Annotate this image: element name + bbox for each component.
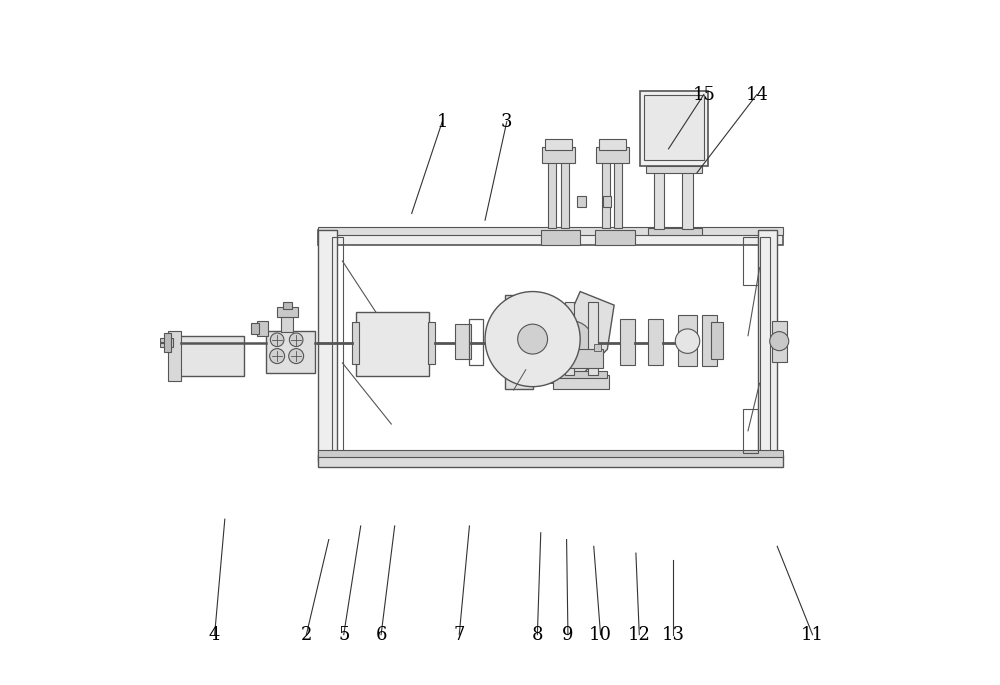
Circle shape (550, 321, 593, 364)
Bar (505, 295, 533, 388)
Bar (588, 301, 598, 375)
Bar (318, 455, 783, 467)
Bar (428, 322, 435, 364)
Text: 12: 12 (628, 625, 651, 644)
Bar (772, 321, 787, 362)
Bar (553, 375, 609, 388)
Bar (594, 344, 601, 351)
Bar (743, 237, 758, 285)
Bar (318, 230, 337, 462)
Text: 9: 9 (562, 625, 574, 644)
Bar (577, 197, 586, 208)
Circle shape (565, 336, 578, 349)
Bar (266, 331, 315, 373)
Bar (332, 237, 343, 458)
Circle shape (270, 349, 285, 364)
Bar (352, 322, 359, 364)
Bar (283, 301, 292, 308)
Bar (160, 338, 173, 347)
Bar (541, 230, 580, 245)
Bar (177, 336, 244, 377)
Bar (281, 315, 293, 332)
Text: 7: 7 (454, 625, 465, 644)
Bar (603, 197, 611, 208)
Text: 11: 11 (801, 625, 824, 644)
Bar (277, 307, 298, 316)
Bar (702, 315, 717, 366)
Bar (614, 160, 622, 228)
Bar (743, 409, 758, 453)
Bar (760, 237, 770, 458)
Bar (711, 322, 723, 360)
Bar (595, 230, 635, 245)
Bar (548, 160, 556, 228)
Bar (455, 324, 471, 360)
Text: 4: 4 (209, 625, 220, 644)
Bar (565, 301, 574, 375)
Text: 13: 13 (662, 625, 685, 644)
Bar (602, 160, 610, 228)
Bar (561, 160, 569, 228)
Bar (646, 166, 702, 173)
Bar (164, 333, 171, 352)
Polygon shape (539, 292, 614, 384)
Bar (318, 230, 783, 245)
Bar (648, 319, 663, 365)
Bar (542, 147, 575, 163)
Bar (640, 91, 708, 166)
Circle shape (675, 329, 700, 353)
Bar (469, 319, 483, 365)
Text: 5: 5 (338, 625, 349, 644)
Circle shape (289, 349, 304, 364)
Bar (596, 147, 629, 163)
Text: 15: 15 (692, 86, 715, 103)
Circle shape (270, 333, 284, 347)
Bar (758, 230, 777, 462)
Bar (251, 323, 259, 334)
Bar (678, 315, 697, 366)
Bar (318, 450, 783, 457)
Bar (599, 138, 626, 149)
Bar (648, 228, 702, 235)
Text: 10: 10 (589, 625, 612, 644)
Circle shape (485, 292, 580, 386)
Bar (257, 321, 268, 336)
Text: 1: 1 (436, 112, 448, 131)
Text: 3: 3 (501, 112, 513, 131)
Bar (620, 319, 635, 365)
Bar (682, 162, 693, 229)
Bar (356, 312, 429, 377)
Text: 14: 14 (745, 86, 768, 103)
Bar (554, 371, 607, 378)
Text: 6: 6 (375, 625, 387, 644)
Bar (500, 324, 516, 360)
Circle shape (770, 332, 789, 351)
Text: 8: 8 (532, 625, 543, 644)
Circle shape (518, 324, 548, 354)
Bar (545, 138, 572, 149)
Bar (558, 344, 567, 351)
Bar (168, 331, 181, 382)
Circle shape (289, 333, 303, 347)
Bar (654, 162, 664, 229)
Bar (318, 227, 783, 235)
Text: 2: 2 (301, 625, 312, 644)
Bar (644, 95, 704, 160)
Bar (557, 349, 603, 369)
